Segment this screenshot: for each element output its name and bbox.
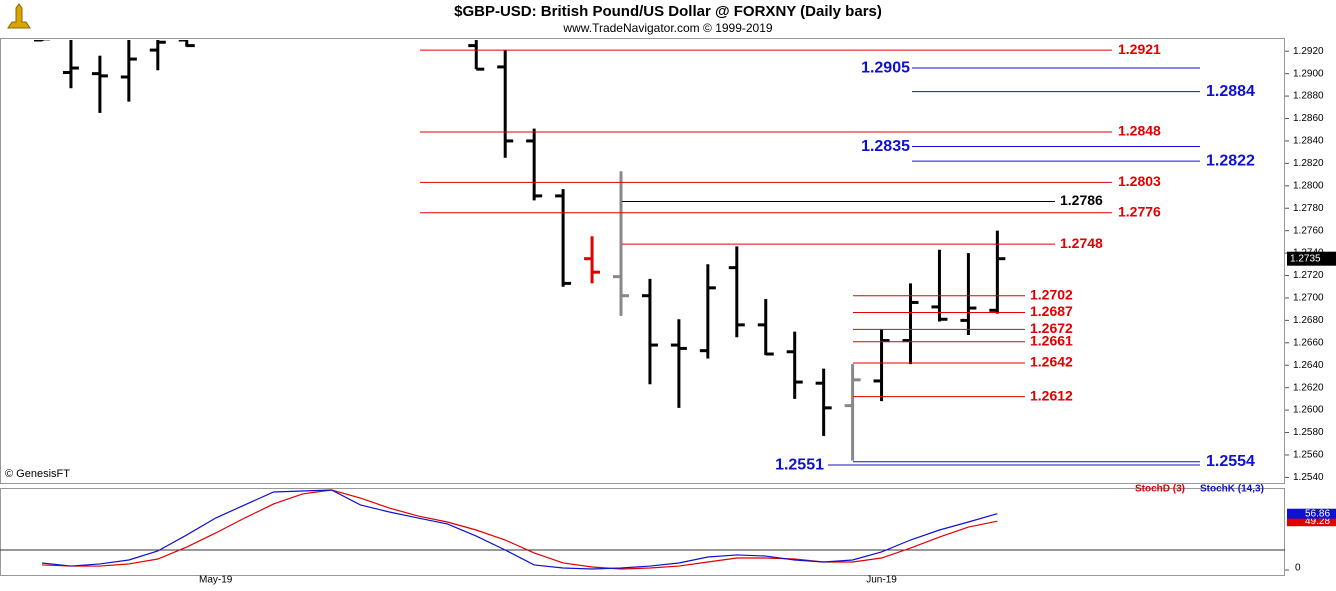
y-tick-label: 1.2620	[1293, 382, 1324, 393]
value-label: 49.28	[1305, 516, 1330, 527]
x-tick-label: Jun-19	[866, 575, 897, 586]
current-price-label: 1.2735	[1290, 253, 1321, 264]
stoch-panel	[0, 488, 1285, 576]
level-label: 1.2776	[1118, 203, 1161, 219]
y-tick-label: 1.2880	[1293, 91, 1324, 102]
value-box	[1287, 516, 1336, 527]
level-label: 1.2835	[861, 138, 910, 155]
price-panel	[0, 38, 1285, 484]
level-label: 1.2687	[1030, 303, 1073, 319]
y-tick-label: 1.2900	[1293, 68, 1324, 79]
y-tick-label: 1.2840	[1293, 136, 1324, 147]
level-label: 1.2612	[1030, 387, 1073, 403]
y-tick-label: 1.2680	[1293, 315, 1324, 326]
y-tick-label: 1.2920	[1293, 46, 1324, 57]
y-tick-label: 1.2560	[1293, 450, 1324, 461]
y-tick-label: 1.2600	[1293, 405, 1324, 416]
y-tick-label: 1.2580	[1293, 427, 1324, 438]
level-label: 1.2642	[1030, 354, 1073, 370]
current-price-box	[1287, 251, 1336, 266]
logo	[7, 3, 31, 29]
chart-title: $GBP-USD: British Pound/US Dollar @ FORX…	[454, 3, 882, 20]
price-plot	[34, 40, 1006, 461]
x-tick-label: May-19	[199, 575, 233, 586]
y-tick-label: 1.2800	[1293, 180, 1324, 191]
level-label: 1.2822	[1206, 152, 1255, 169]
level-label: 1.2661	[1030, 332, 1073, 348]
y-tick-label: 1.2640	[1293, 360, 1324, 371]
value-box	[1287, 508, 1336, 519]
source-note: © GenesisFT	[5, 468, 70, 480]
level-label: 1.2748	[1060, 235, 1103, 251]
level-label: 1.2786	[1060, 192, 1103, 208]
level-label: 1.2554	[1206, 453, 1255, 470]
y-tick-label: 1.2540	[1293, 472, 1324, 483]
level-label: 1.2803	[1118, 173, 1161, 189]
y-tick-label: 1.2720	[1293, 270, 1324, 281]
stoch-line	[41, 489, 998, 570]
level-label: 1.2702	[1030, 286, 1073, 302]
y-tick-label: 1.2820	[1293, 158, 1324, 169]
y-tick-label: 1.2780	[1293, 203, 1324, 214]
y-tick-label: 1.2760	[1293, 225, 1324, 236]
level-label: 1.2672	[1030, 320, 1073, 336]
level-label: 1.2551	[775, 456, 824, 473]
value-label: 56.86	[1305, 508, 1330, 519]
y-tick-label: 1.2660	[1293, 337, 1324, 348]
stoch-line	[41, 489, 998, 570]
legend-label: StochK (14,3)	[1200, 484, 1264, 495]
chart-subtitle: www.TradeNavigator.com © 1999-2019	[562, 21, 772, 35]
level-label: 1.2848	[1118, 123, 1161, 139]
level-label: 1.2921	[1118, 41, 1161, 57]
y-tick-label: 0	[1295, 563, 1301, 574]
y-tick-label: 1.2700	[1293, 293, 1324, 304]
y-tick-label: 1.2860	[1293, 113, 1324, 124]
legend-label: StochD (3)	[1135, 484, 1185, 495]
level-label: 1.2905	[861, 59, 910, 76]
level-label: 1.2884	[1206, 83, 1255, 100]
